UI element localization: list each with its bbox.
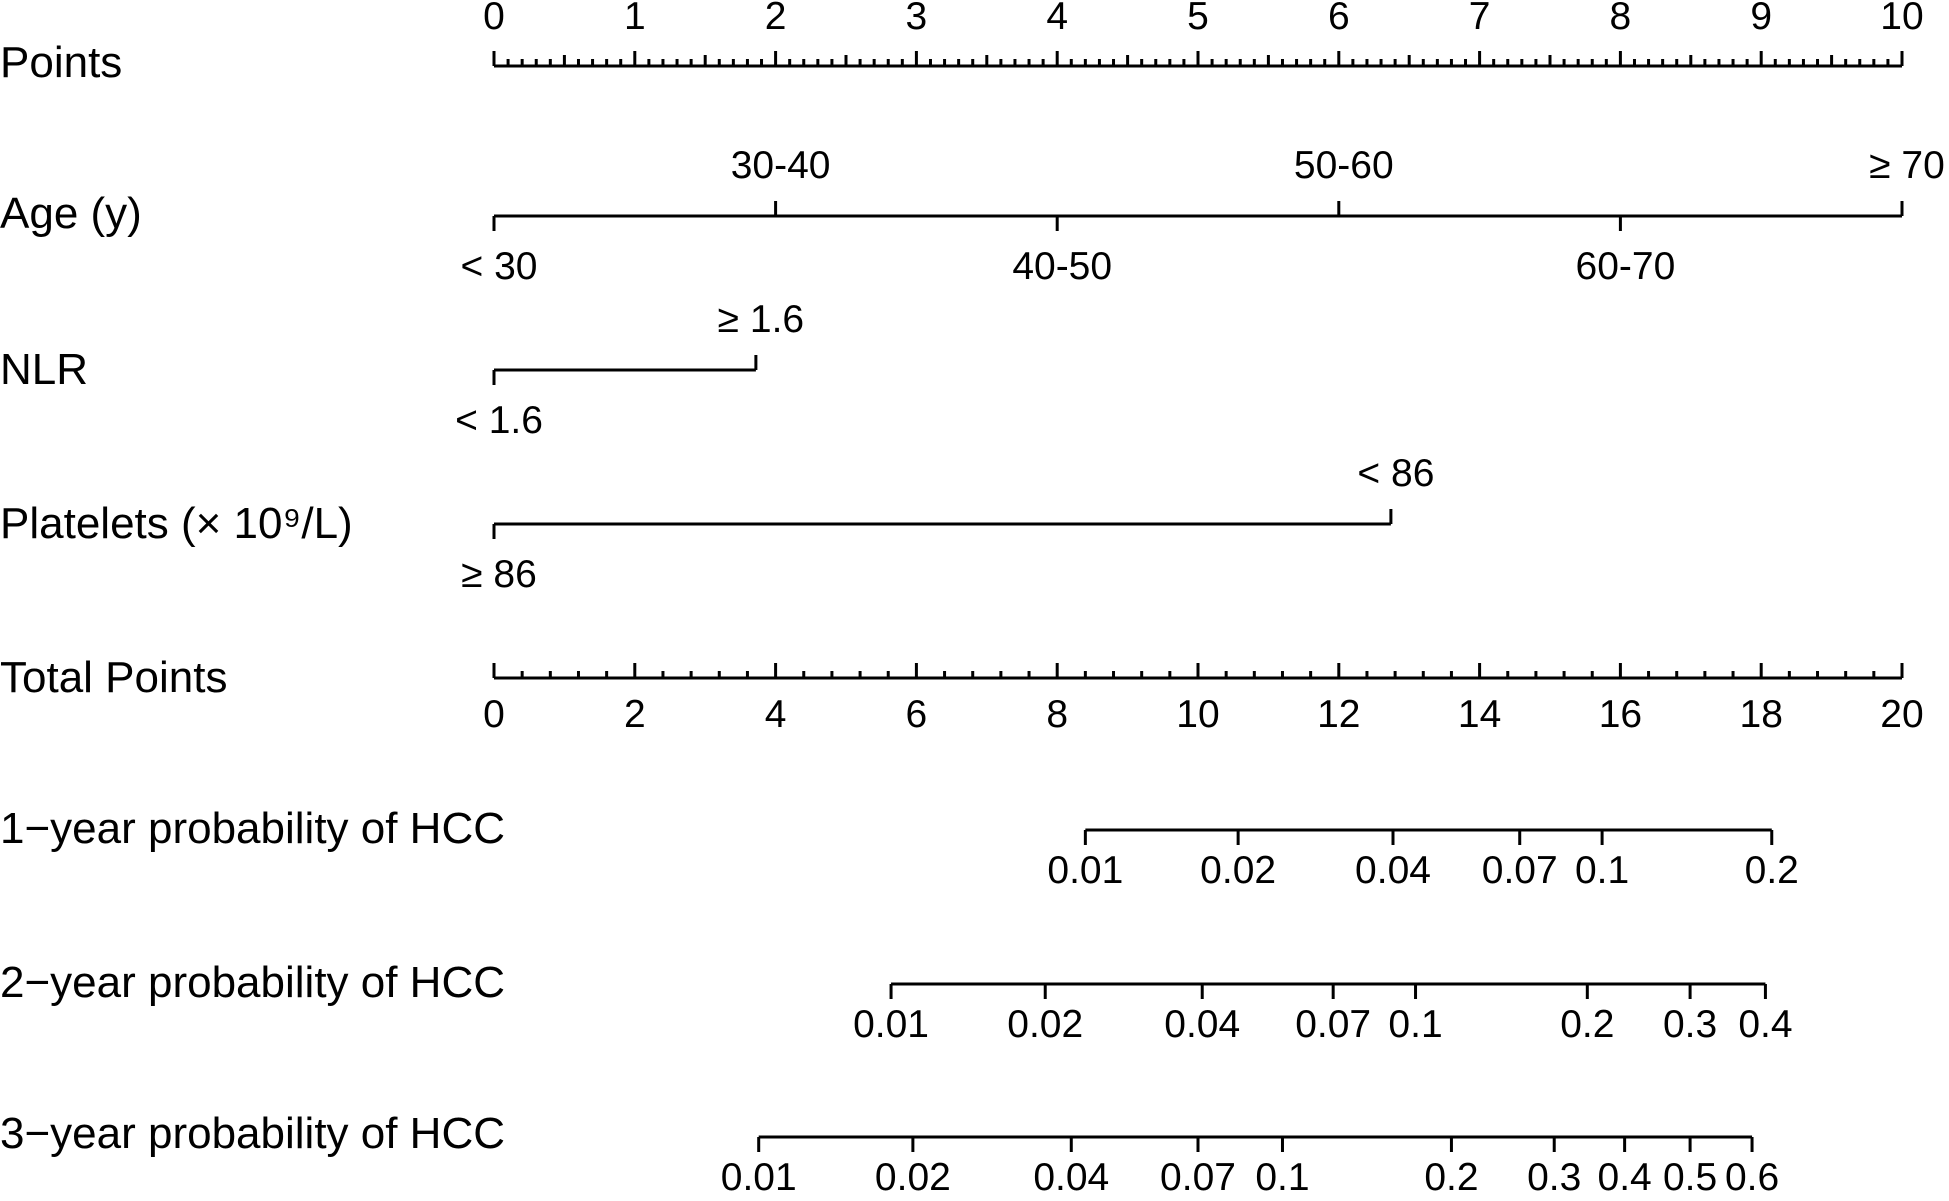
probability-tick-label: 0.1 bbox=[1575, 849, 1629, 892]
category-label: < 30 bbox=[461, 245, 538, 288]
row-total-points: Total Points 0 2 4 6 8 10 12 14 16 18 20 bbox=[0, 653, 1924, 736]
row-1-year-probability: 1−year probability of HCC 0.01 0.02 0.04 0.… bbox=[0, 804, 1799, 892]
tick-label: 2 bbox=[765, 0, 787, 38]
tick-label: 18 bbox=[1740, 693, 1783, 736]
row-label-1-year-probability: 1−year probability of HCC bbox=[0, 804, 505, 853]
tick-label: 10 bbox=[1176, 693, 1219, 736]
probability-tick-label: 0.2 bbox=[1560, 1003, 1614, 1046]
tick-label: 12 bbox=[1317, 693, 1360, 736]
row-label-nlr: NLR bbox=[0, 345, 88, 394]
category-label: ≥ 70 bbox=[1869, 144, 1945, 187]
1-year-probability-axis-marks: 0.01 0.02 0.04 0.07 0.1 0.2 bbox=[1047, 828, 1799, 892]
probability-tick-label: 0.5 bbox=[1663, 1156, 1717, 1199]
probability-tick-label: 0.2 bbox=[1424, 1156, 1478, 1199]
tick-label: 8 bbox=[1610, 0, 1632, 38]
nlr-axis-marks: < 1.6 ≥ 1.6 bbox=[455, 298, 804, 442]
tick-label: 3 bbox=[906, 0, 928, 38]
probability-tick-label: 0.3 bbox=[1663, 1003, 1717, 1046]
total-points-axis-marks: 0 2 4 6 8 10 12 14 16 18 20 bbox=[483, 663, 1924, 736]
probability-tick-label: 0.04 bbox=[1033, 1156, 1109, 1199]
probability-tick-label: 0.4 bbox=[1598, 1156, 1652, 1199]
category-label: 50-60 bbox=[1294, 144, 1394, 187]
tick-label: 8 bbox=[1046, 693, 1068, 736]
row-3-year-probability: 3−year probability of HCC 0.01 0.02 0.04 0.… bbox=[0, 1109, 1779, 1199]
category-label: 30-40 bbox=[731, 144, 831, 187]
tick-label: 10 bbox=[1880, 0, 1923, 38]
tick-label: 5 bbox=[1187, 0, 1209, 38]
tick-label: 4 bbox=[765, 693, 787, 736]
probability-tick-label: 0.02 bbox=[875, 1156, 951, 1199]
category-label: ≥ 86 bbox=[461, 553, 537, 596]
probability-tick-label: 0.6 bbox=[1725, 1156, 1779, 1199]
probability-tick-label: 0.1 bbox=[1388, 1003, 1442, 1046]
tick-label: 6 bbox=[1328, 0, 1350, 38]
age-axis-marks: < 30 30-40 40-50 50-60 60-70 ≥ 70 bbox=[461, 144, 1945, 288]
probability-tick-label: 0.01 bbox=[721, 1156, 797, 1199]
probability-tick-label: 0.01 bbox=[1047, 849, 1123, 892]
tick-label: 2 bbox=[624, 693, 646, 736]
row-age: Age (y) < 30 30-40 40-50 50-60 60-70 ≥ 70 bbox=[0, 144, 1945, 288]
tick-label: 9 bbox=[1750, 0, 1772, 38]
probability-tick-label: 0.04 bbox=[1164, 1003, 1240, 1046]
2-year-probability-axis-marks: 0.01 0.02 0.04 0.07 0.1 0.2 0.3 0.4 bbox=[853, 982, 1793, 1046]
platelets-axis-marks: ≥ 86 < 86 bbox=[461, 452, 1434, 596]
row-nlr: NLR < 1.6 ≥ 1.6 bbox=[0, 298, 804, 442]
row-label-2-year-probability: 2−year probability of HCC bbox=[0, 958, 505, 1007]
tick-label: 4 bbox=[1046, 0, 1068, 38]
category-label: < 86 bbox=[1357, 452, 1434, 495]
3-year-probability-axis-marks: 0.01 0.02 0.04 0.07 0.1 0.2 0.3 0.4 0.5 0.6 bbox=[721, 1135, 1779, 1199]
tick-label: 0 bbox=[483, 0, 505, 38]
points-axis-marks: 0 1 2 3 4 5 6 7 8 9 10 bbox=[483, 0, 1924, 68]
tick-label: 16 bbox=[1599, 693, 1642, 736]
probability-tick-label: 0.01 bbox=[853, 1003, 929, 1046]
category-label: < 1.6 bbox=[455, 399, 543, 442]
probability-tick-label: 0.1 bbox=[1255, 1156, 1309, 1199]
category-label: 40-50 bbox=[1012, 245, 1112, 288]
probability-tick-label: 0.07 bbox=[1295, 1003, 1371, 1046]
row-label-total-points: Total Points bbox=[0, 653, 227, 702]
probability-tick-label: 0.02 bbox=[1200, 849, 1276, 892]
probability-tick-label: 0.2 bbox=[1745, 849, 1799, 892]
row-label-3-year-probability: 3−year probability of HCC bbox=[0, 1109, 505, 1158]
tick-label: 6 bbox=[906, 693, 928, 736]
probability-tick-label: 0.07 bbox=[1160, 1156, 1236, 1199]
row-platelets: Platelets (× 10⁹/L) ≥ 86 < 86 bbox=[0, 452, 1434, 596]
tick-label: 20 bbox=[1880, 693, 1923, 736]
category-label: 60-70 bbox=[1576, 245, 1676, 288]
row-label-points: Points bbox=[0, 38, 122, 87]
row-label-age: Age (y) bbox=[0, 189, 142, 238]
tick-label: 0 bbox=[483, 693, 505, 736]
row-points: Points 0 1 2 3 4 5 6 7 8 9 10 bbox=[0, 0, 1924, 87]
row-label-platelets: Platelets (× 10⁹/L) bbox=[0, 499, 353, 548]
probability-tick-label: 0.02 bbox=[1007, 1003, 1083, 1046]
row-2-year-probability: 2−year probability of HCC 0.01 0.02 0.04 0.… bbox=[0, 958, 1793, 1046]
tick-label: 7 bbox=[1469, 0, 1491, 38]
tick-label: 14 bbox=[1458, 693, 1501, 736]
tick-label: 1 bbox=[624, 0, 646, 38]
probability-tick-label: 0.4 bbox=[1738, 1003, 1792, 1046]
category-label: ≥ 1.6 bbox=[718, 298, 804, 341]
probability-tick-label: 0.07 bbox=[1482, 849, 1558, 892]
probability-tick-label: 0.3 bbox=[1527, 1156, 1581, 1199]
probability-tick-label: 0.04 bbox=[1355, 849, 1431, 892]
